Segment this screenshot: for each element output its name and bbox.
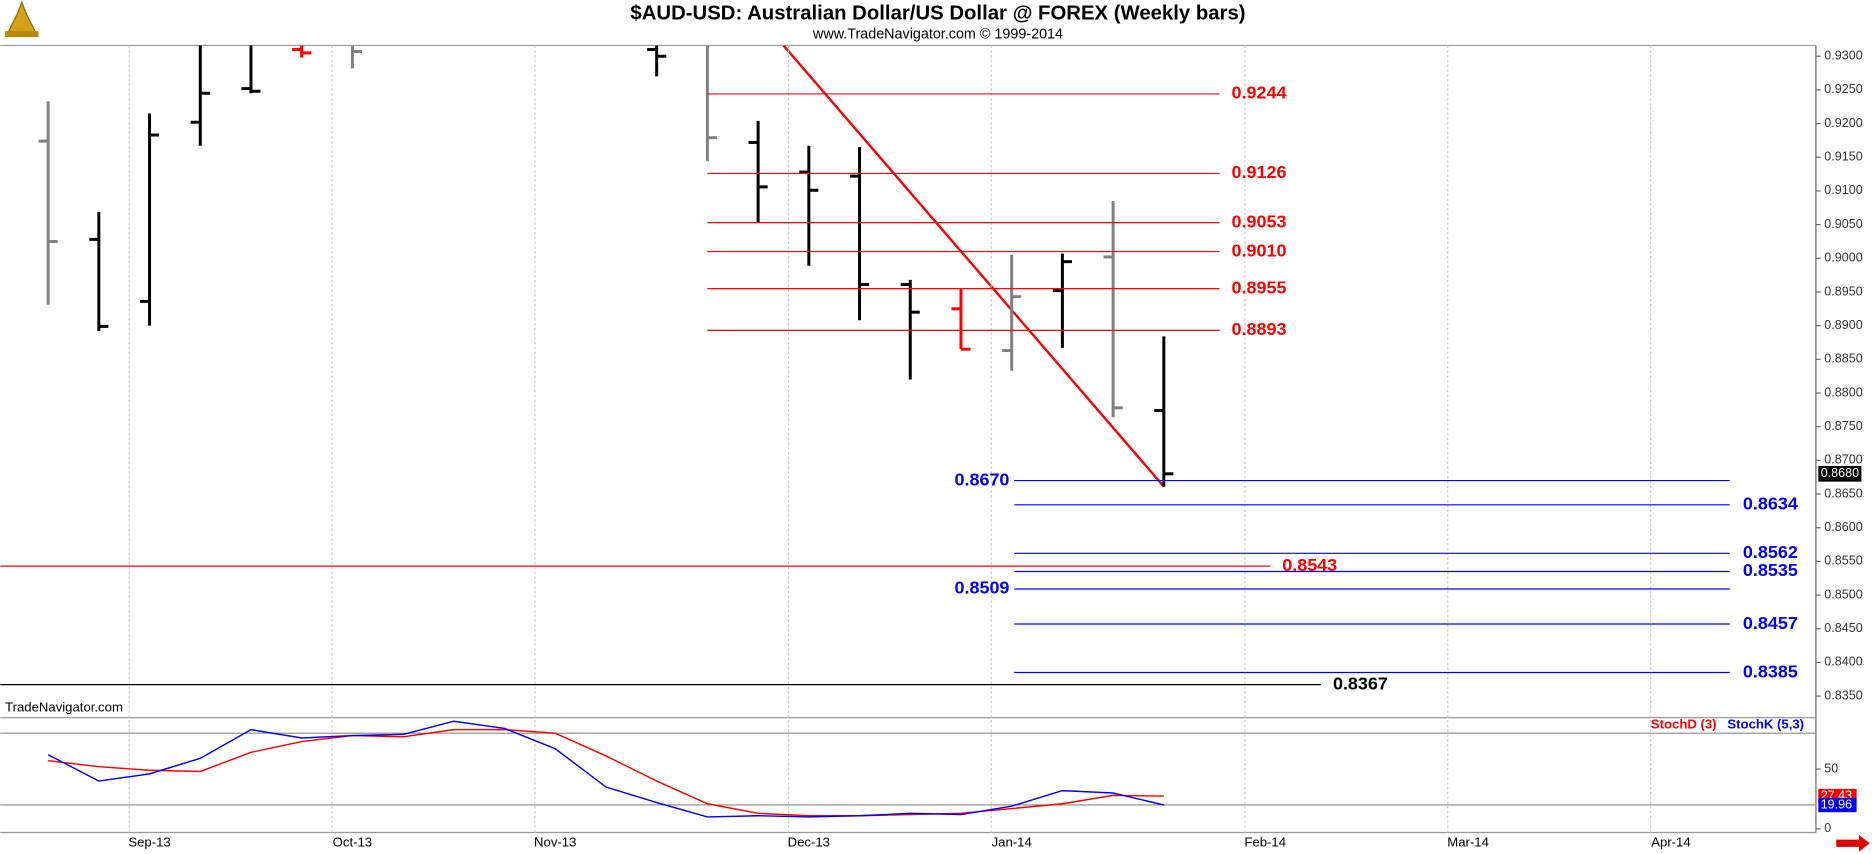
stoch-line bbox=[47, 720, 1164, 818]
x-tick-label: Sep-13 bbox=[128, 835, 170, 850]
level-label: 0.8385 bbox=[1743, 661, 1798, 681]
x-tick-label: Dec-13 bbox=[788, 835, 830, 850]
y-tick-label: 0.8550 bbox=[1824, 554, 1862, 568]
y-tick-label: 0.8650 bbox=[1824, 486, 1862, 500]
y-tick-label: 0.9200 bbox=[1824, 116, 1862, 130]
y-tick-label: 0.9150 bbox=[1824, 150, 1862, 164]
x-tick-label: Mar-14 bbox=[1447, 835, 1489, 850]
level-label: 0.8562 bbox=[1743, 542, 1798, 562]
level-label: 0.8543 bbox=[1282, 555, 1337, 575]
level-label: 0.8955 bbox=[1232, 277, 1287, 297]
chart-subtitle: www.TradeNavigator.com © 1999-2014 bbox=[812, 26, 1063, 42]
legend-entry: StochK (5,3) bbox=[1727, 716, 1804, 731]
x-tick-label: Jan-14 bbox=[992, 835, 1032, 850]
x-tick-label: Nov-13 bbox=[534, 835, 576, 850]
y-tick-label: 0.8800 bbox=[1824, 385, 1862, 399]
y-tick-label: 0.8950 bbox=[1824, 284, 1862, 298]
y-tick-label: 0.8900 bbox=[1824, 318, 1862, 332]
watermark: TradeNavigator.com bbox=[5, 700, 123, 715]
x-tick-label: Apr-14 bbox=[1651, 835, 1690, 850]
level-label: 0.9126 bbox=[1232, 162, 1287, 182]
y-tick-label: 0.8350 bbox=[1824, 688, 1862, 702]
y-tick-label: 0.9250 bbox=[1824, 82, 1862, 96]
value-box-label: 19.96 bbox=[1821, 797, 1852, 811]
y-tick-label: 0.9000 bbox=[1824, 251, 1862, 265]
level-label: 0.8634 bbox=[1743, 494, 1798, 514]
y-tick-label: 0.9300 bbox=[1824, 49, 1862, 63]
y-tick-label: 0.8500 bbox=[1824, 587, 1862, 601]
y-tick-label: 0 bbox=[1824, 821, 1831, 835]
y-tick-label: 0.8850 bbox=[1824, 352, 1862, 366]
last-price-label: 0.8680 bbox=[1821, 466, 1859, 480]
last-price-box bbox=[1818, 466, 1862, 482]
y-tick-label: 0.8400 bbox=[1824, 655, 1862, 669]
y-tick-label: 0.8450 bbox=[1824, 621, 1862, 635]
y-tick-label: 50 bbox=[1824, 761, 1838, 775]
y-tick-label: 0.8750 bbox=[1824, 419, 1862, 433]
level-label: 0.9244 bbox=[1232, 83, 1287, 103]
legend-entry: StochD (3) bbox=[1651, 716, 1717, 731]
y-tick-label: 0.8600 bbox=[1824, 520, 1862, 534]
level-label: 0.8509 bbox=[955, 578, 1010, 598]
chart-title: $AUD-USD: Australian Dollar/US Dollar @ … bbox=[630, 3, 1245, 25]
y-tick-label: 0.9050 bbox=[1824, 217, 1862, 231]
level-label: 0.8670 bbox=[955, 469, 1010, 489]
level-label: 0.8893 bbox=[1232, 319, 1287, 339]
value-box bbox=[1818, 797, 1857, 813]
y-tick-label: 0.9100 bbox=[1824, 183, 1862, 197]
level-label: 0.9053 bbox=[1232, 211, 1287, 231]
level-label: 0.8457 bbox=[1743, 613, 1798, 633]
price-plot bbox=[38, 45, 1174, 488]
x-tick-label: Feb-14 bbox=[1244, 835, 1286, 850]
scroll-arrow[interactable] bbox=[1836, 834, 1870, 852]
level-label: 0.8367 bbox=[1333, 673, 1388, 693]
level-label: 0.8535 bbox=[1743, 560, 1798, 580]
trendline bbox=[782, 45, 1165, 488]
level-label: 0.9010 bbox=[1232, 240, 1287, 260]
x-tick-label: Oct-13 bbox=[333, 835, 372, 850]
logo bbox=[5, 0, 39, 38]
y-tick-label: 0.8700 bbox=[1824, 453, 1862, 467]
